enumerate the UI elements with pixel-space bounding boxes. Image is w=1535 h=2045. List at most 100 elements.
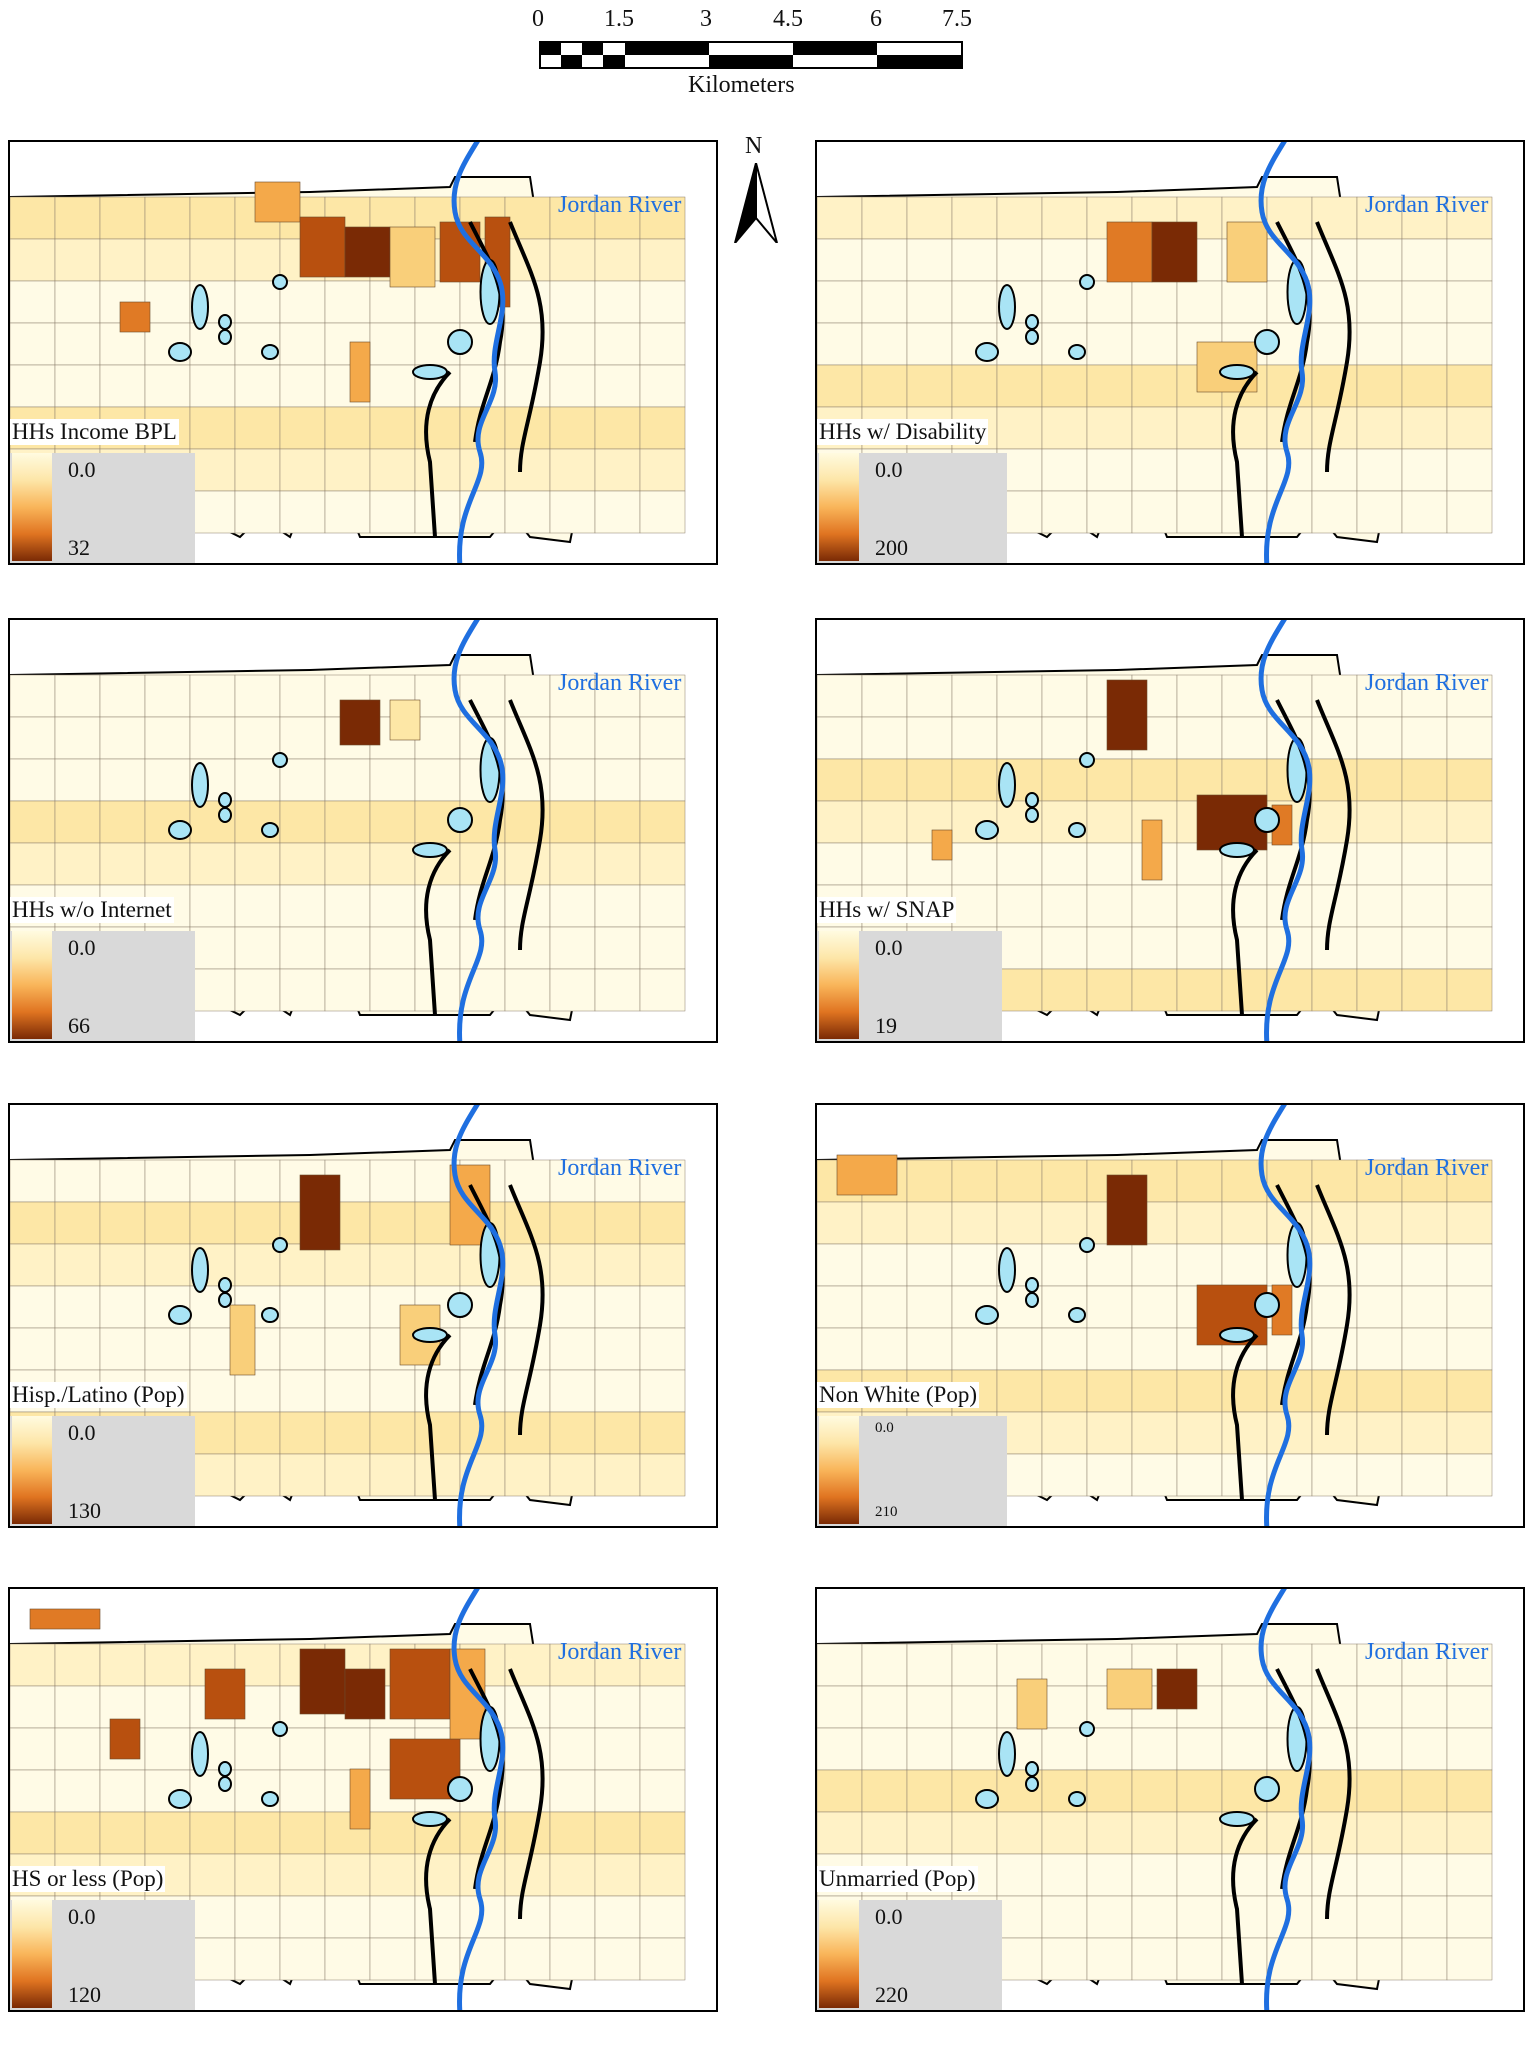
census-tract — [951, 1811, 998, 1855]
park-feature — [447, 1776, 473, 1802]
census-tract — [99, 1201, 146, 1245]
park-feature — [975, 1789, 999, 1809]
census-tract — [549, 1327, 596, 1371]
census-tract-highlight — [1106, 1668, 1153, 1710]
census-tract — [10, 364, 56, 408]
census-tract — [549, 1895, 596, 1939]
census-tract — [1221, 1453, 1268, 1497]
census-tract — [861, 1685, 908, 1729]
census-tract — [369, 490, 416, 534]
census-tract — [1401, 842, 1448, 886]
census-tract — [369, 364, 416, 408]
census-tract-highlight — [1016, 1678, 1048, 1730]
census-tract — [996, 1369, 1043, 1413]
census-tract — [1311, 968, 1358, 1012]
census-tract — [1086, 1369, 1133, 1413]
census-tract — [639, 1853, 686, 1897]
census-tract — [1131, 1327, 1178, 1371]
census-tract — [1041, 1201, 1088, 1245]
census-tract — [279, 800, 326, 844]
census-tract — [1176, 884, 1223, 928]
census-tract-highlight — [1106, 679, 1148, 751]
census-tract — [1086, 364, 1133, 408]
census-tract — [189, 1811, 236, 1855]
census-tract — [414, 758, 461, 802]
census-tract-highlight — [349, 1768, 371, 1830]
census-tract — [504, 1159, 551, 1203]
census-tract — [906, 1243, 953, 1287]
census-tract — [549, 1243, 596, 1287]
census-tract — [1446, 1285, 1493, 1329]
census-tract — [279, 968, 326, 1012]
census-tract — [1446, 322, 1493, 366]
park-feature — [1025, 1292, 1039, 1308]
canal-line — [1231, 699, 1352, 1016]
census-tract — [1041, 280, 1088, 324]
park-feature — [412, 1811, 448, 1827]
park-feature — [975, 820, 999, 840]
scale-bar-segment — [603, 55, 625, 68]
census-tract — [459, 364, 506, 408]
census-tract — [10, 1769, 56, 1813]
census-tract — [54, 1327, 101, 1371]
census-tract — [861, 364, 908, 408]
census-tract — [10, 1727, 56, 1771]
census-tract — [1401, 758, 1448, 802]
census-tract — [951, 716, 998, 760]
census-tract — [324, 406, 371, 450]
census-tract-highlight — [1106, 1174, 1148, 1246]
river-label: Jordan River — [1365, 670, 1489, 696]
scale-bar-segment — [709, 55, 793, 68]
census-tract — [906, 1159, 953, 1203]
census-tract — [414, 1853, 461, 1897]
park-feature — [218, 792, 232, 808]
census-tract — [1401, 1201, 1448, 1245]
census-tract — [1131, 1769, 1178, 1813]
census-tract — [189, 884, 236, 928]
legend-max-value: 220 — [875, 1982, 908, 2007]
census-tract — [189, 1895, 236, 1939]
census-tract — [1401, 1159, 1448, 1203]
census-tract — [1311, 1411, 1358, 1455]
census-tract — [279, 1411, 326, 1455]
census-tract — [861, 674, 908, 718]
census-tract — [594, 1243, 641, 1287]
census-tract — [99, 364, 146, 408]
map-panel-nonwhite: Jordan River Non White (Pop) 0.0 210 — [815, 1103, 1525, 1528]
census-tract — [234, 1453, 281, 1497]
census-tract — [1041, 1643, 1088, 1687]
census-tract — [549, 1201, 596, 1245]
census-tract — [279, 1769, 326, 1813]
scale-tick-2: 3 — [700, 6, 712, 32]
scale-bar-segment — [625, 42, 709, 55]
census-tract — [817, 280, 863, 324]
park-feature — [1254, 1776, 1280, 1802]
river-label: Jordan River — [558, 1155, 682, 1181]
census-tract — [279, 674, 326, 718]
census-tract — [279, 406, 326, 450]
census-tract — [1446, 800, 1493, 844]
census-tract — [594, 238, 641, 282]
census-tract — [1041, 1811, 1088, 1855]
census-tract-highlight — [1226, 221, 1268, 283]
park-feature — [1219, 842, 1255, 858]
census-tract — [861, 1811, 908, 1855]
map-panel-hispanic: Jordan River Hisp./Latino (Pop) 0.0 130 — [8, 1103, 718, 1528]
census-tract — [639, 884, 686, 928]
census-tract — [279, 1811, 326, 1855]
legend-min-value: 0.0 — [68, 1420, 96, 1445]
census-tract — [1356, 1411, 1403, 1455]
census-tract — [906, 1201, 953, 1245]
jordan-river — [451, 1105, 506, 1526]
census-tract — [279, 884, 326, 928]
census-tract — [996, 1159, 1043, 1203]
census-tract — [10, 674, 56, 718]
park-feature — [191, 1247, 209, 1293]
park-feature — [1079, 752, 1095, 768]
census-tract — [1266, 1643, 1313, 1687]
census-tract — [1131, 1285, 1178, 1329]
census-tract — [1446, 1453, 1493, 1497]
census-tract-highlight — [109, 1718, 141, 1760]
canal-line — [424, 699, 545, 1016]
census-tract — [1131, 448, 1178, 492]
